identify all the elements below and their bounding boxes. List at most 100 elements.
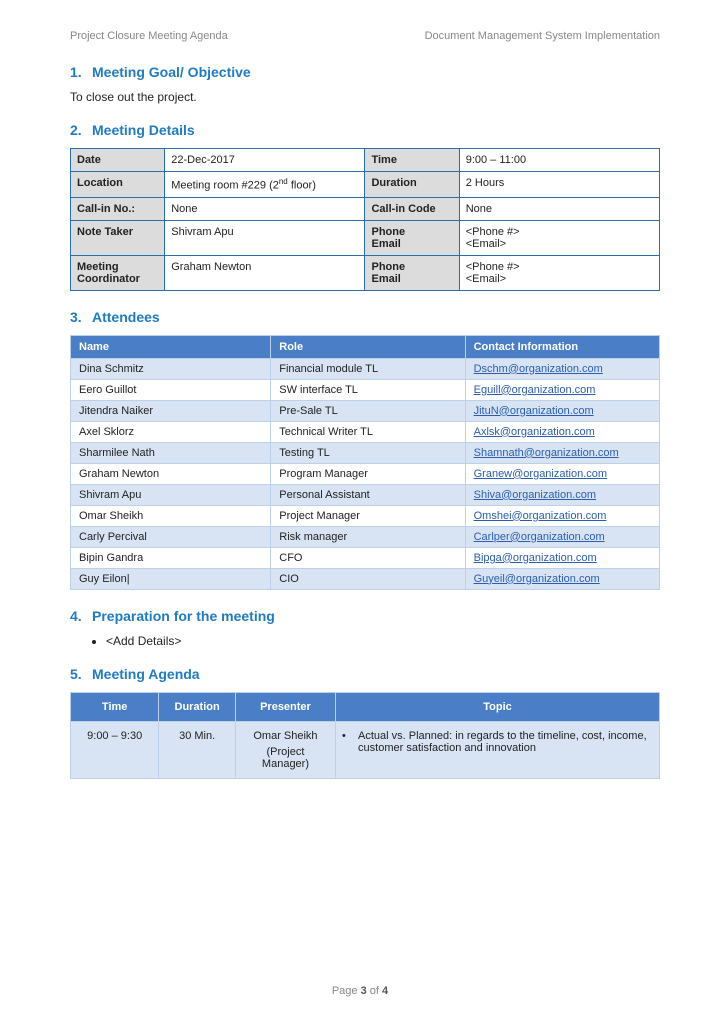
section-heading-details: 2.Meeting Details bbox=[70, 122, 660, 138]
attendee-role: CFO bbox=[271, 547, 465, 568]
section-title: Attendees bbox=[92, 309, 160, 325]
attendee-contact: JituN@organization.com bbox=[465, 400, 659, 421]
attendee-role: Personal Assistant bbox=[271, 484, 465, 505]
attendee-email-link[interactable]: Bipga@organization.com bbox=[474, 552, 597, 564]
footer-page-of: of bbox=[367, 985, 382, 997]
agenda-topic: • Actual vs. Planned: in regards to the … bbox=[336, 721, 660, 778]
details-label-cell: Call-in Code bbox=[365, 197, 459, 220]
details-label-cell: MeetingCoordinator bbox=[71, 255, 165, 290]
agenda-topic-text: Actual vs. Planned: in regards to the ti… bbox=[358, 730, 653, 754]
footer-page-prefix: Page bbox=[332, 985, 361, 997]
details-label-cell: Call-in No.: bbox=[71, 197, 165, 220]
attendee-role: Financial module TL bbox=[271, 358, 465, 379]
attendee-contact: Granew@organization.com bbox=[465, 463, 659, 484]
details-value-cell: Shivram Apu bbox=[165, 220, 365, 255]
attendee-row: Jitendra NaikerPre-Sale TL JituN@organiza… bbox=[71, 400, 660, 421]
attendee-row: Sharmilee NathTesting TL Shamnath@organiz… bbox=[71, 442, 660, 463]
section-number: 3. bbox=[70, 309, 92, 325]
details-value-cell: Graham Newton bbox=[165, 255, 365, 290]
details-value-cell: None bbox=[459, 197, 659, 220]
agenda-duration: 30 Min. bbox=[159, 721, 236, 778]
attendee-row: Eero GuillotSW interface TL Eguill@organi… bbox=[71, 379, 660, 400]
attendee-email-link[interactable]: Granew@organization.com bbox=[474, 468, 607, 480]
header-right: Document Management System Implementatio… bbox=[425, 30, 660, 42]
section-title: Preparation for the meeting bbox=[92, 608, 275, 624]
attendee-row: Graham NewtonProgram ManagerGranew@organ… bbox=[71, 463, 660, 484]
details-row: LocationMeeting room #229 (2nd floor)Dur… bbox=[71, 172, 660, 198]
agenda-time: 9:00 – 9:30 bbox=[71, 721, 159, 778]
attendee-role: Pre-Sale TL bbox=[271, 400, 465, 421]
details-value-cell: Meeting room #229 (2nd floor) bbox=[165, 172, 365, 198]
agenda-header-presenter: Presenter bbox=[235, 692, 335, 721]
attendee-email-link[interactable]: Shiva@organization.com bbox=[474, 489, 596, 501]
details-value-cell: <Phone #><Email> bbox=[459, 220, 659, 255]
agenda-row: 9:00 – 9:30 30 Min. Omar Sheikh (Project… bbox=[71, 721, 660, 778]
attendee-email-link[interactable]: Dschm@organization.com bbox=[474, 363, 603, 375]
attendee-contact: Axlsk@organization.com bbox=[465, 421, 659, 442]
footer-page-total: 4 bbox=[382, 985, 388, 997]
attendee-role: Testing TL bbox=[271, 442, 465, 463]
attendee-contact: Bipga@organization.com bbox=[465, 547, 659, 568]
attendees-table: Name Role Contact Information Dina Schmi… bbox=[70, 335, 660, 590]
details-label-cell: Date bbox=[71, 149, 165, 172]
section-title: Meeting Goal/ Objective bbox=[92, 64, 251, 80]
section-number: 4. bbox=[70, 608, 92, 624]
attendee-name: Carly Percival bbox=[71, 526, 271, 547]
attendee-row: Shivram ApuPersonal Assistant Shiva@organ… bbox=[71, 484, 660, 505]
section-heading-prep: 4.Preparation for the meeting bbox=[70, 608, 660, 624]
attendee-name: Sharmilee Nath bbox=[71, 442, 271, 463]
details-value-cell: 9:00 – 11:00 bbox=[459, 149, 659, 172]
meeting-details-table: Date22-Dec-2017Time9:00 – 11:00LocationM… bbox=[70, 148, 660, 291]
agenda-header-duration: Duration bbox=[159, 692, 236, 721]
attendee-contact: Dschm@organization.com bbox=[465, 358, 659, 379]
attendee-role: SW interface TL bbox=[271, 379, 465, 400]
attendee-contact: Omshei@organization.com bbox=[465, 505, 659, 526]
details-row: Note TakerShivram ApuPhoneEmail<Phone #>… bbox=[71, 220, 660, 255]
attendee-contact: Shamnath@organization.com bbox=[465, 442, 659, 463]
agenda-header-time: Time bbox=[71, 692, 159, 721]
attendee-name: Omar Sheikh bbox=[71, 505, 271, 526]
attendee-row: Omar SheikhProject ManagerOmshei@organiz… bbox=[71, 505, 660, 526]
attendee-email-link[interactable]: Shamnath@organization.com bbox=[474, 447, 619, 459]
section-title: Meeting Details bbox=[92, 122, 195, 138]
page-footer: Page 3 of 4 bbox=[0, 985, 720, 997]
section-heading-attendees: 3.Attendees bbox=[70, 309, 660, 325]
attendee-name: Bipin Gandra bbox=[71, 547, 271, 568]
attendee-name: Guy Eilon| bbox=[71, 568, 271, 589]
attendee-contact: Guyeil@organization.com bbox=[465, 568, 659, 589]
attendee-contact: Eguill@organization.com bbox=[465, 379, 659, 400]
section-number: 5. bbox=[70, 666, 92, 682]
details-row: Call-in No.:NoneCall-in CodeNone bbox=[71, 197, 660, 220]
attendee-name: Dina Schmitz bbox=[71, 358, 271, 379]
attendee-contact: Carlper@organization.com bbox=[465, 526, 659, 547]
attendee-email-link[interactable]: Omshei@organization.com bbox=[474, 510, 607, 522]
attendee-name: Axel Sklorz bbox=[71, 421, 271, 442]
agenda-presenter-name: Omar Sheikh bbox=[253, 730, 317, 742]
section-title: Meeting Agenda bbox=[92, 666, 200, 682]
attendee-name: Jitendra Naiker bbox=[71, 400, 271, 421]
details-value-cell: <Phone #><Email> bbox=[459, 255, 659, 290]
attendee-role: CIO bbox=[271, 568, 465, 589]
section-number: 1. bbox=[70, 64, 92, 80]
attendee-name: Shivram Apu bbox=[71, 484, 271, 505]
attendee-email-link[interactable]: Axlsk@organization.com bbox=[474, 426, 595, 438]
details-row: MeetingCoordinatorGraham NewtonPhoneEmai… bbox=[71, 255, 660, 290]
attendees-header-name: Name bbox=[71, 335, 271, 358]
agenda-table: Time Duration Presenter Topic 9:00 – 9:3… bbox=[70, 692, 660, 779]
attendee-email-link[interactable]: Carlper@organization.com bbox=[474, 531, 605, 543]
attendee-email-link[interactable]: Guyeil@organization.com bbox=[474, 573, 600, 585]
section-heading-goal: 1.Meeting Goal/ Objective bbox=[70, 64, 660, 80]
attendee-row: Axel SklorzTechnical Writer TLAxlsk@orga… bbox=[71, 421, 660, 442]
attendee-email-link[interactable]: JituN@organization.com bbox=[474, 405, 594, 417]
attendee-name: Eero Guillot bbox=[71, 379, 271, 400]
attendee-row: Dina SchmitzFinancial module TL Dschm@org… bbox=[71, 358, 660, 379]
details-label-cell: Time bbox=[365, 149, 459, 172]
attendees-header-role: Role bbox=[271, 335, 465, 358]
details-value-cell: None bbox=[165, 197, 365, 220]
details-label-cell: Location bbox=[71, 172, 165, 198]
attendee-contact: Shiva@organization.com bbox=[465, 484, 659, 505]
details-label-cell: Note Taker bbox=[71, 220, 165, 255]
attendee-email-link[interactable]: Eguill@organization.com bbox=[474, 384, 596, 396]
agenda-presenter-role: (Project Manager) bbox=[242, 746, 329, 770]
details-label-cell: PhoneEmail bbox=[365, 220, 459, 255]
